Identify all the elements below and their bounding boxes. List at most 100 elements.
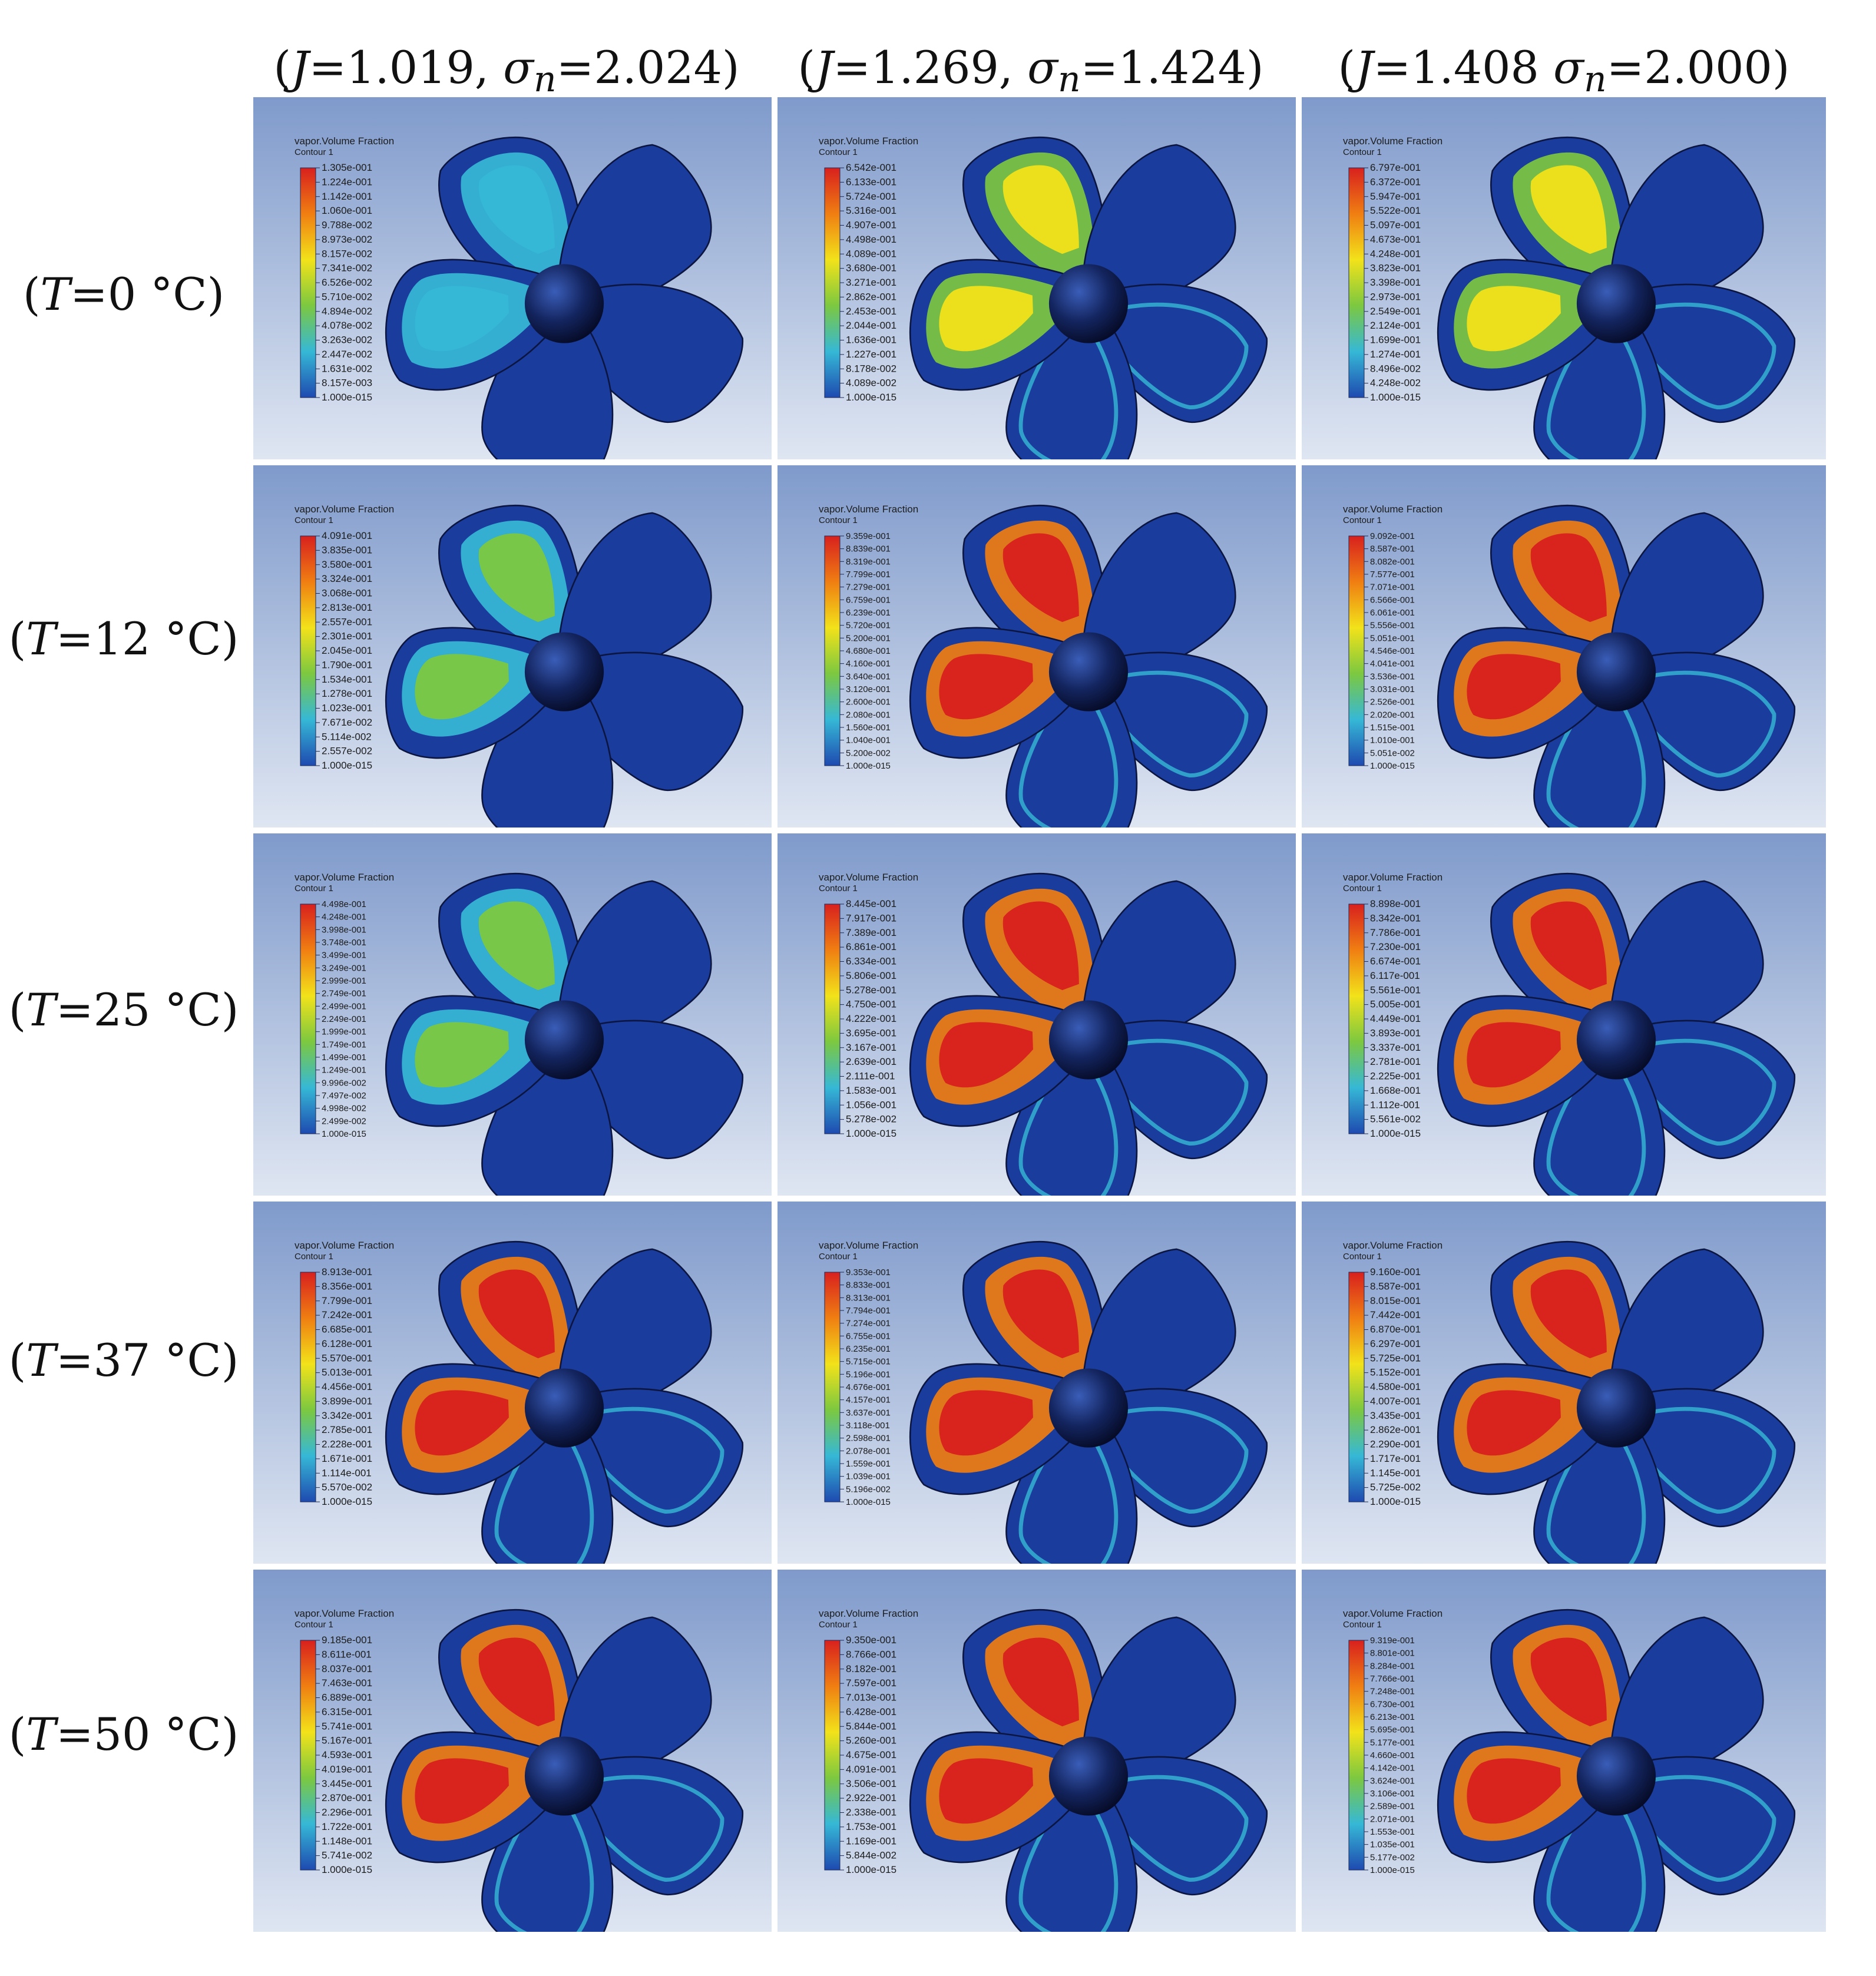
colorbar-tick-label: 1.583e-001 <box>846 1085 896 1096</box>
propeller-blade <box>1084 651 1268 792</box>
propeller-blade <box>1437 259 1603 391</box>
colorbar <box>300 535 316 766</box>
colorbar-tick-label: 3.536e-001 <box>1370 671 1415 681</box>
colorbar-tick-label: 1.145e-001 <box>1370 1467 1421 1478</box>
cavitation-number-value: =2.000) <box>1606 41 1790 94</box>
cavitation-number-value: =1.424) <box>1080 41 1264 94</box>
propeller-hub <box>1048 1736 1129 1816</box>
cavitation-core <box>939 1758 1033 1824</box>
contour-panel: vapor.Volume Fraction Contour 1 8.913e-001… <box>253 1202 772 1564</box>
cavitation-core <box>939 654 1033 720</box>
colorbar-tick-label: 8.445e-001 <box>846 898 896 909</box>
colorbar <box>824 1640 841 1871</box>
colorbar-tick-label: 6.297e-001 <box>1370 1338 1421 1349</box>
colorbar-tick-label: 2.999e-001 <box>322 976 366 986</box>
propeller-blade <box>1082 1248 1236 1422</box>
colorbar-tick-label: 6.239e-001 <box>846 608 891 618</box>
colorbar-tick-label: 3.899e-001 <box>322 1395 372 1406</box>
colorbar-tick-label: 4.089e-002 <box>846 378 896 389</box>
propeller <box>385 1240 743 1564</box>
propeller-blade <box>438 136 586 300</box>
colorbar-tick-label: 7.442e-001 <box>1370 1309 1421 1320</box>
column-header-open: ( <box>1338 41 1356 94</box>
colorbar-tick-label: 8.587e-001 <box>1370 544 1415 554</box>
colorbar-tick-label: 4.091e-001 <box>846 1763 896 1775</box>
colorbar-tick-label: 6.428e-001 <box>846 1706 896 1717</box>
propeller-blade <box>962 872 1110 1036</box>
column-header-open: ( <box>273 41 292 94</box>
legend-subtitle: Contour 1 <box>1343 1620 1382 1630</box>
propeller <box>385 136 743 459</box>
advance-ratio-symbol: J <box>291 41 309 94</box>
colorbar-tick-label: 6.797e-001 <box>1370 162 1421 173</box>
contour-panel: vapor.Volume Fraction Contour 1 6.542e-001… <box>777 97 1296 459</box>
colorbar-tick-label: 5.741e-002 <box>322 1850 372 1861</box>
propeller-hub <box>1048 632 1129 711</box>
colorbar-tick-label: 9.160e-001 <box>1370 1266 1421 1277</box>
colorbar-tick-label: 4.498e-001 <box>322 899 366 909</box>
propeller-blade <box>1437 1731 1603 1864</box>
propeller-blade <box>1084 1756 1268 1896</box>
colorbar-tick-label: 2.249e-001 <box>322 1014 366 1024</box>
cavitation-number-subscript: n <box>1058 59 1081 100</box>
colorbar-tick-label: 8.313e-001 <box>846 1293 891 1303</box>
temperature-value: =37 °C) <box>56 1334 239 1386</box>
propeller-blade <box>385 995 551 1127</box>
contour-panel: vapor.Volume Fraction Contour 1 9.185e-001… <box>253 1570 772 1932</box>
colorbar-tick-label: 7.794e-001 <box>846 1306 891 1316</box>
colorbar-tick-label: 1.112e-001 <box>1370 1099 1420 1110</box>
propeller <box>1437 1240 1795 1564</box>
colorbar-tick-label: 1.559e-001 <box>846 1459 891 1469</box>
colorbar-tick-label: 5.196e-001 <box>846 1369 891 1379</box>
colorbar-tick-label: 8.319e-001 <box>846 557 891 567</box>
colorbar-tick-label: 2.020e-001 <box>1370 710 1415 720</box>
colorbar-tick-label: 3.695e-001 <box>846 1027 896 1038</box>
contour-panel: vapor.Volume Fraction Contour 1 6.797e-001… <box>1302 97 1826 459</box>
colorbar-tick-label: 6.117e-001 <box>1370 970 1420 981</box>
colorbar-tick-label: 2.044e-001 <box>846 320 896 331</box>
colorbar-tick-label: 2.862e-001 <box>846 291 896 302</box>
colorbar-tick-label: 2.080e-001 <box>846 710 891 720</box>
legend-title: vapor.Volume Fraction <box>819 504 918 515</box>
colorbar-tick-label: 2.078e-001 <box>846 1446 891 1456</box>
colorbar-tick-label: 1.753e-001 <box>846 1821 896 1832</box>
colorbar-tick-label: 9.185e-001 <box>322 1634 372 1646</box>
propeller-blade <box>1084 283 1268 423</box>
colorbar-tick-label: 3.120e-001 <box>846 684 891 694</box>
colorbar-tick-label: 7.917e-001 <box>846 912 896 924</box>
colorbar-tick-label: 1.722e-001 <box>322 1821 372 1832</box>
colorbar-tick-label: 5.278e-001 <box>846 984 896 995</box>
colorbar-tick-label: 7.279e-001 <box>846 582 891 593</box>
colorbar-tick-label: 5.200e-002 <box>846 748 891 758</box>
colorbar-tick-label: 5.806e-001 <box>846 970 896 981</box>
cavitation-core <box>478 901 555 991</box>
propeller-blade <box>1082 144 1236 317</box>
colorbar-tick-label: 1.114e-001 <box>322 1467 372 1478</box>
colorbar-tick-label: 1.790e-001 <box>322 659 372 670</box>
colorbar-tick-label: 2.600e-001 <box>846 697 891 707</box>
cavitation-number-subscript: n <box>534 59 557 100</box>
contour-panel: vapor.Volume Fraction Contour 1 4.091e-001… <box>253 465 772 828</box>
colorbar-tick-label: 1.749e-001 <box>322 1040 366 1050</box>
colorbar-tick-label: 5.561e-001 <box>1370 984 1421 995</box>
colorbar-tick-label: 1.023e-001 <box>322 703 372 714</box>
colorbar <box>300 1272 316 1502</box>
colorbar-tick-label: 2.862e-001 <box>1370 1424 1421 1435</box>
colorbar-tick-label: 1.668e-001 <box>1370 1085 1421 1096</box>
propeller-blade <box>1612 1020 1795 1160</box>
propeller <box>909 1240 1268 1564</box>
colorbar-tick-label: 7.013e-001 <box>846 1692 896 1703</box>
propeller-hub <box>524 1368 604 1448</box>
colorbar-tick-label: 5.715e-001 <box>846 1357 891 1367</box>
propeller-blade <box>1610 880 1764 1054</box>
cavitation-edge <box>1629 1406 1776 1514</box>
